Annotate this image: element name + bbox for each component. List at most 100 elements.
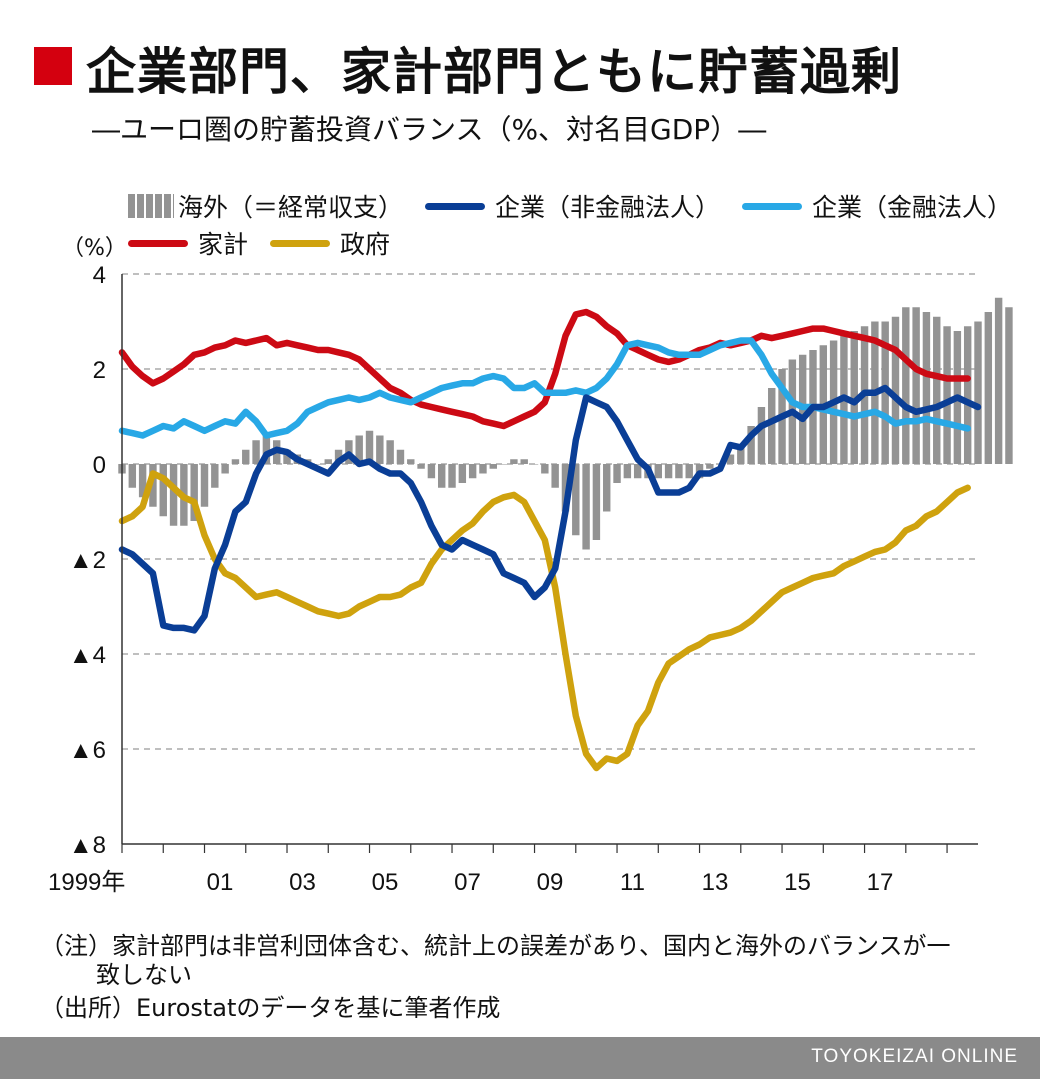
bar-foreign [654, 464, 663, 479]
bar-foreign [551, 464, 559, 488]
bar-foreign [675, 464, 683, 479]
x-tick-label: 17 [867, 869, 894, 896]
legend-label-corp-fin: 企業（金融法人） [812, 193, 1013, 222]
legend-item-corp-fin: 企業（金融法人） [742, 188, 1012, 224]
bar-foreign [994, 297, 1003, 464]
x-tick-label: 11 [620, 869, 645, 896]
bar-foreign [747, 426, 755, 464]
bar-foreign [768, 388, 776, 464]
bar-foreign [984, 312, 993, 464]
axes [121, 274, 978, 853]
legend-item-corp-nonfin: 企業（非金融法人） [425, 188, 720, 224]
y-tick-label: ▲8 [69, 832, 106, 859]
y-tick-label: ▲4 [69, 642, 106, 669]
bar-foreign [922, 312, 931, 464]
legend-swatch-household [128, 239, 188, 247]
bar-foreign [324, 459, 332, 464]
bar-foreign [520, 459, 528, 464]
bar-foreign [149, 464, 157, 507]
bar-foreign [407, 459, 415, 464]
legend-swatch-government [270, 239, 331, 247]
y-tick-label: 0 [93, 452, 106, 479]
bar-foreign [159, 464, 167, 517]
bar-foreign [138, 464, 147, 498]
bar-foreign [190, 464, 198, 521]
bar-foreign [1005, 307, 1013, 464]
bar-foreign [757, 407, 766, 464]
bar-foreign [128, 464, 137, 488]
legend-label-household: 家計 [198, 230, 249, 259]
bar-foreign [902, 307, 910, 464]
series-lines [118, 308, 982, 772]
bar-foreign [706, 464, 714, 469]
x-tick-label: 09 [537, 869, 564, 896]
legend-row-2: 家計 政府 [128, 226, 412, 260]
bar-foreign [262, 435, 271, 464]
x-tick-label: 03 [289, 869, 316, 896]
bar-foreign [664, 464, 673, 479]
chart-title: 企業部門、家計部門ともに貯蓄過剰 [86, 43, 902, 101]
legend-item-household: 家計 [128, 225, 248, 261]
bar-foreign [437, 464, 446, 488]
line-corp-nonfin [118, 384, 982, 634]
source-text: （出所）Eurostatのデータを基に筆者作成 [40, 994, 501, 1022]
bar-foreign [974, 321, 982, 464]
x-tick-label: 13 [702, 869, 729, 896]
bar-foreign [376, 435, 384, 464]
legend-swatch-foreign [128, 194, 174, 218]
legend-swatch-corp-fin [742, 202, 803, 210]
bar-foreign [252, 440, 260, 464]
bar-foreign [448, 464, 456, 488]
bar-foreign [850, 331, 858, 464]
footer-bar: TOYOKEIZAI ONLINE [0, 1037, 1040, 1079]
bar-foreign [613, 464, 621, 483]
bar-foreign [427, 464, 436, 479]
x-tick-label: 07 [454, 869, 481, 896]
bar-foreign [510, 459, 518, 464]
line-government [118, 470, 971, 772]
bar-foreign [726, 454, 735, 464]
bar-foreign [489, 464, 497, 469]
y-tick-label: ▲6 [69, 737, 106, 764]
bar-foreign [479, 464, 487, 474]
bar-foreign [221, 464, 229, 474]
bar-foreign [396, 449, 405, 464]
grid-lines [122, 273, 978, 750]
line-household [118, 308, 971, 430]
bar-foreign [963, 326, 972, 464]
bar-foreign [943, 326, 951, 464]
bar-foreign [572, 464, 580, 536]
bar-foreign [417, 464, 425, 469]
note-text-continued: 致しない [96, 961, 192, 989]
bar-foreign [334, 449, 343, 464]
bar-foreign [685, 464, 693, 479]
bar-foreign [355, 435, 363, 464]
bar-foreign [933, 316, 941, 464]
bar-foreign [623, 464, 632, 479]
bar-foreign [912, 307, 920, 464]
bar-foreign [592, 464, 601, 540]
bar-foreign [468, 464, 477, 479]
bar-foreign [314, 464, 322, 465]
bar-foreign [386, 440, 394, 464]
bar-foreign [283, 449, 291, 464]
bar-foreign [530, 464, 539, 465]
legend-swatch-corp-nonfin [425, 202, 486, 210]
x-tick-label: 05 [372, 869, 399, 896]
bar-foreign [561, 464, 570, 512]
bar-foreign [169, 464, 178, 526]
bar-foreign [242, 449, 250, 464]
bar-foreign [891, 316, 900, 464]
legend-item-foreign: 海外（＝経常収支） [128, 188, 403, 224]
bar-foreign [458, 464, 467, 483]
x-tick-label: 01 [207, 869, 234, 896]
chart-plot: 4 2 0 ▲2 ▲4 ▲6 ▲8 1999年 01 03 05 07 09 11 13 15 17 [48, 262, 1013, 896]
bar-foreign [200, 464, 209, 507]
bar-foreign [541, 464, 549, 474]
bar-foreign [499, 464, 508, 465]
bar-foreign [633, 464, 642, 479]
y-tick-label: 4 [93, 262, 106, 289]
title-marker [34, 47, 72, 85]
x-tick-label: 1999年 [48, 869, 125, 896]
legend-row-1: 海外（＝経常収支） 企業（非金融法人） 企業（金融法人） [128, 189, 1034, 223]
